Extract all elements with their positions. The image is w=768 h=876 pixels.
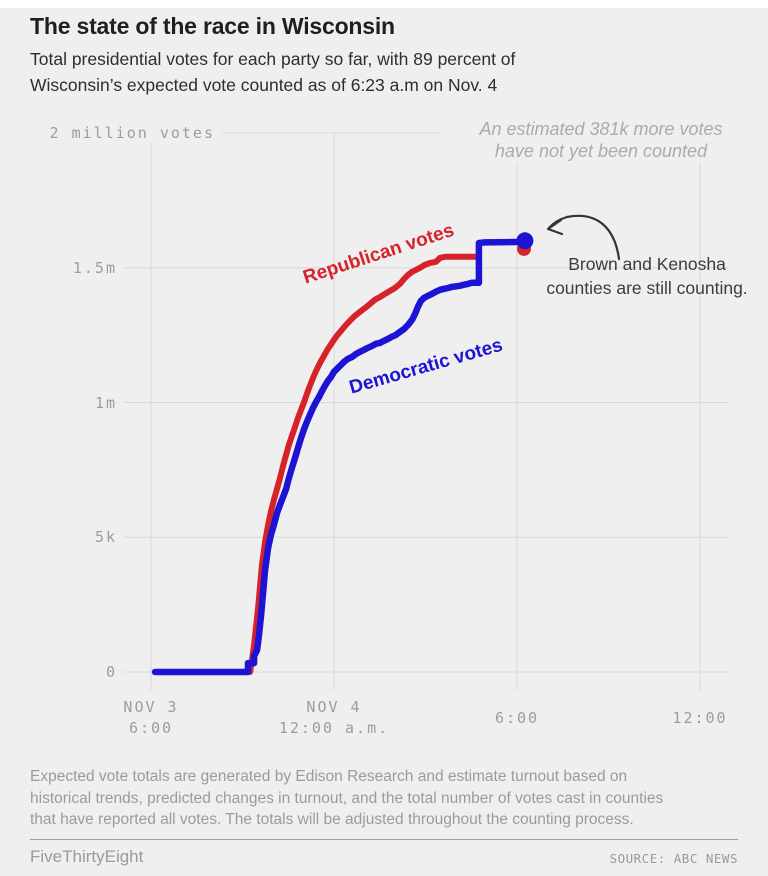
chart-subtitle-line2: Wisconsin’s expected vote counted as of … <box>30 75 498 95</box>
methodology-note-line2: historical trends, predicted changes in … <box>30 789 664 807</box>
estimated-votes-annotation: An estimated 381k more votes have not ye… <box>440 118 762 162</box>
counties-callout-line2: counties are still counting. <box>546 277 748 298</box>
footer-divider <box>30 839 738 840</box>
chart-title: The state of the race in Wisconsin <box>30 13 395 39</box>
source-credit: SOURCE: ABC NEWS <box>609 851 738 866</box>
data-series <box>151 232 534 676</box>
methodology-note-line3: that have reported all votes. The totals… <box>30 811 634 828</box>
methodology-note: Expected vote totals are generated by Ed… <box>30 766 742 831</box>
estimated-votes-annotation-line2: have not yet been counted <box>494 141 708 161</box>
chart-subtitle: Total presidential votes for each party … <box>30 46 690 98</box>
democratic-line <box>151 238 529 676</box>
methodology-note-line1: Expected vote totals are generated by Ed… <box>30 768 628 785</box>
top-white-band <box>0 0 768 8</box>
estimated-votes-annotation-line1: An estimated 381k more votes <box>479 119 723 139</box>
republican-line <box>247 253 482 675</box>
callout-arrow-icon <box>546 214 621 261</box>
democratic-end-dot <box>516 232 534 250</box>
fivethirtyeight-brand: FiveThirtyEight <box>30 847 144 866</box>
gridlines <box>124 132 728 690</box>
chart-subtitle-line1: Total presidential votes for each party … <box>30 49 516 69</box>
counties-callout: Brown and Kenosha counties are still cou… <box>523 253 768 300</box>
counties-callout-line1: Brown and Kenosha <box>568 254 726 274</box>
